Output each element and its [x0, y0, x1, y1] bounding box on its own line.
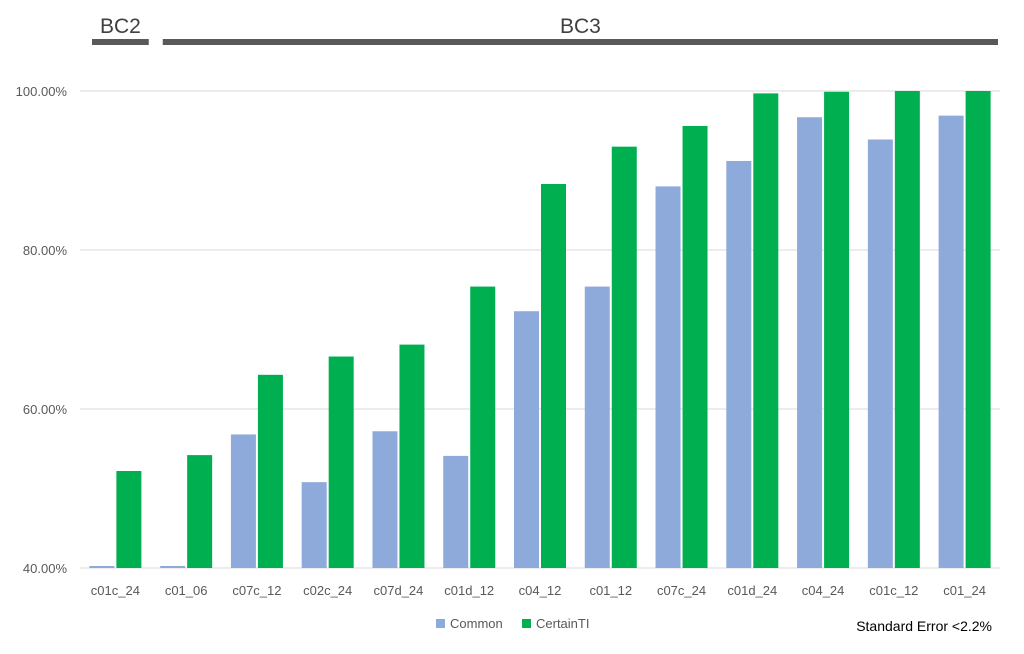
x-tick-label: c04_12 — [519, 583, 562, 598]
x-tick-label: c01_06 — [165, 583, 208, 598]
legend-label-common: Common — [450, 616, 503, 631]
bar-common-c01c_24 — [89, 566, 115, 568]
x-tick-label: c04_24 — [802, 583, 845, 598]
x-tick-label: c07c_12 — [232, 583, 281, 598]
group-label-BC2: BC2 — [100, 15, 141, 38]
bar-certainti-c01d_24 — [753, 93, 779, 568]
bar-common-c07c_12 — [230, 434, 256, 568]
bar-certainti-c01_12 — [611, 146, 637, 568]
x-tick-label: c01_12 — [589, 583, 632, 598]
bar-common-c04_24 — [797, 117, 823, 569]
group-bracket-BC2 — [92, 39, 149, 45]
bar-common-c07d_24 — [372, 431, 398, 568]
bar-certainti-c01_24 — [965, 91, 991, 568]
y-axis-tick-labels: 40.00% 60.00% 80.00% 100.00% — [16, 84, 68, 576]
group-brackets: BC2 BC3 — [92, 15, 998, 45]
legend-label-certainti: CertainTI — [536, 616, 589, 631]
y-tick-label: 40.00% — [23, 561, 68, 576]
y-tick-label: 60.00% — [23, 402, 68, 417]
bar-common-c01_24 — [938, 115, 964, 569]
x-tick-label: c01c_24 — [91, 583, 140, 598]
bar-certainti-c01c_24 — [116, 471, 142, 568]
bar-common-c01c_12 — [867, 139, 893, 568]
bar-common-c02c_24 — [301, 482, 327, 568]
x-tick-label: c01d_12 — [444, 583, 494, 598]
gridlines — [80, 90, 1000, 569]
bar-common-c04_12 — [514, 311, 539, 568]
bar-common-c01_12 — [584, 286, 610, 568]
standard-error-annotation: Standard Error <2.2% — [856, 618, 992, 634]
bar-common-c07c_24 — [655, 186, 681, 568]
bar-common-c01d_24 — [726, 160, 752, 568]
group-label-BC3: BC3 — [560, 15, 601, 38]
bars — [89, 91, 991, 569]
x-tick-label: c01_24 — [943, 583, 986, 598]
bar-certainti-c07c_24 — [682, 125, 708, 568]
x-tick-label: c02c_24 — [303, 583, 352, 598]
bar-common-c01_06 — [160, 566, 186, 568]
group-bracket-BC3 — [162, 39, 998, 45]
legend-swatch-certainti — [522, 619, 531, 628]
bar-certainti-c02c_24 — [328, 356, 354, 568]
x-tick-label: c07c_24 — [657, 583, 706, 598]
bar-common-c01d_12 — [443, 455, 469, 568]
legend: Common CertainTI — [436, 616, 589, 631]
x-tick-label: c01d_24 — [727, 583, 777, 598]
bar-certainti-c04_24 — [824, 91, 850, 569]
bar-certainti-c04_12 — [541, 184, 566, 568]
y-tick-label: 100.00% — [16, 84, 68, 99]
x-tick-label: c01c_12 — [869, 583, 918, 598]
y-tick-label: 80.00% — [23, 243, 68, 258]
bar-certainti-c07d_24 — [399, 344, 425, 568]
x-tick-label: c07d_24 — [374, 583, 424, 598]
bar-certainti-c01_06 — [187, 455, 213, 568]
x-axis-tick-labels: c01c_24 c01_06 c07c_12 c02c_24 c07d_24 c01d_1… — [91, 583, 986, 598]
bar-certainti-c01d_12 — [470, 286, 496, 568]
bar-certainti-c07c_12 — [257, 374, 283, 568]
bar-certainti-c01c_12 — [894, 91, 920, 568]
legend-swatch-common — [436, 619, 445, 628]
